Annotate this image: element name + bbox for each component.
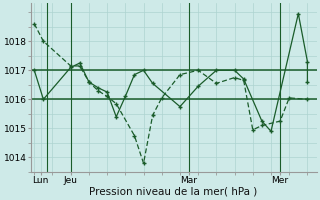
- X-axis label: Pression niveau de la mer( hPa ): Pression niveau de la mer( hPa ): [90, 187, 258, 197]
